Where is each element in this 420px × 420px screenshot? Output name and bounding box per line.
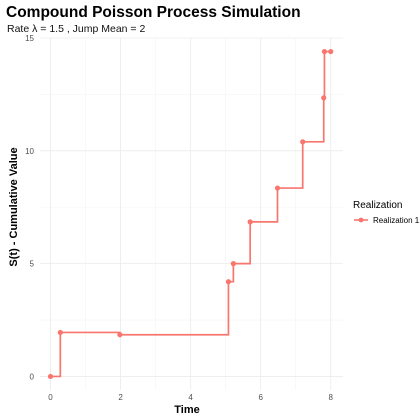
grid-lines — [40, 37, 343, 390]
data-point — [47, 373, 54, 380]
data-point — [328, 48, 334, 55]
x-axis-title: Time — [174, 404, 199, 416]
data-point — [117, 332, 123, 338]
legend-key-point — [358, 217, 364, 223]
x-tick-label: 0 — [48, 393, 53, 402]
x-tick-label: 4 — [188, 393, 193, 402]
legend: Realization Realization 1 — [353, 200, 420, 225]
data-point — [321, 48, 328, 55]
data-point — [274, 185, 281, 191]
y-tick-label: 0 — [30, 372, 35, 381]
data-point — [321, 95, 327, 101]
series-layer — [47, 48, 334, 380]
legend-title: Realization — [353, 200, 402, 211]
chart-subtitle: Rate λ = 1.5 , Jump Mean = 2 — [7, 23, 145, 35]
plot-panel: 0 2 4 6 8 0 5 10 15 — [25, 34, 343, 402]
x-tick-label: 2 — [118, 393, 123, 402]
data-point — [230, 261, 236, 267]
data-point — [247, 219, 253, 225]
y-tick-label: 10 — [25, 147, 34, 156]
y-axis-ticks: 0 5 10 15 — [25, 34, 34, 381]
data-point — [225, 279, 232, 285]
legend-label: Realization 1 — [373, 216, 420, 225]
data-point — [57, 329, 63, 336]
y-tick-label: 15 — [25, 34, 34, 43]
x-tick-label: 8 — [329, 393, 334, 402]
x-tick-label: 6 — [258, 393, 263, 402]
y-axis-title: S(t) - Cumulative Value — [8, 147, 20, 266]
chart-title: Compound Poisson Process Simulation — [6, 4, 301, 21]
data-point — [300, 139, 306, 145]
x-axis-ticks: 0 2 4 6 8 — [48, 393, 333, 402]
y-tick-label: 5 — [30, 260, 35, 269]
